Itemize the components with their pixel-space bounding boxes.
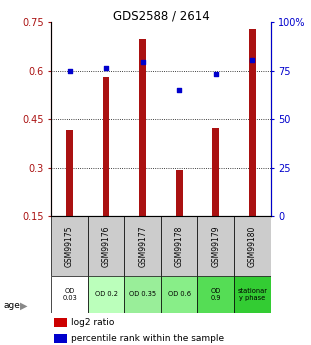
Bar <box>249 29 256 216</box>
Point <box>140 59 145 65</box>
Bar <box>88 276 124 313</box>
Bar <box>124 216 161 276</box>
Bar <box>234 276 271 313</box>
Bar <box>51 216 88 276</box>
Bar <box>176 170 183 216</box>
Text: ▶: ▶ <box>20 300 28 310</box>
Text: GSM99177: GSM99177 <box>138 225 147 267</box>
Bar <box>51 276 88 313</box>
Bar <box>197 216 234 276</box>
Bar <box>53 318 67 327</box>
Title: GDS2588 / 2614: GDS2588 / 2614 <box>113 9 209 22</box>
Text: OD
0.9: OD 0.9 <box>211 288 221 301</box>
Text: GSM99178: GSM99178 <box>175 225 184 267</box>
Text: age: age <box>3 301 20 310</box>
Point <box>104 65 109 71</box>
Text: GSM99180: GSM99180 <box>248 225 257 267</box>
Bar <box>103 77 109 216</box>
Text: percentile rank within the sample: percentile rank within the sample <box>71 334 224 343</box>
Text: GSM99175: GSM99175 <box>65 225 74 267</box>
Bar <box>161 276 197 313</box>
Text: OD
0.03: OD 0.03 <box>62 288 77 301</box>
Text: OD 0.2: OD 0.2 <box>95 292 118 297</box>
Text: OD 0.35: OD 0.35 <box>129 292 156 297</box>
Text: GSM99179: GSM99179 <box>211 225 220 267</box>
Point <box>177 87 182 93</box>
Bar <box>161 216 197 276</box>
Text: stationar
y phase: stationar y phase <box>237 288 267 301</box>
Bar <box>53 334 67 343</box>
Bar <box>88 216 124 276</box>
Point <box>67 68 72 73</box>
Bar <box>66 130 73 216</box>
Text: OD 0.6: OD 0.6 <box>168 292 191 297</box>
Bar <box>124 276 161 313</box>
Point <box>213 71 218 77</box>
Bar <box>234 216 271 276</box>
Bar <box>212 128 219 216</box>
Point <box>250 57 255 63</box>
Text: GSM99176: GSM99176 <box>102 225 111 267</box>
Bar <box>139 39 146 216</box>
Text: log2 ratio: log2 ratio <box>71 318 114 327</box>
Bar <box>197 276 234 313</box>
